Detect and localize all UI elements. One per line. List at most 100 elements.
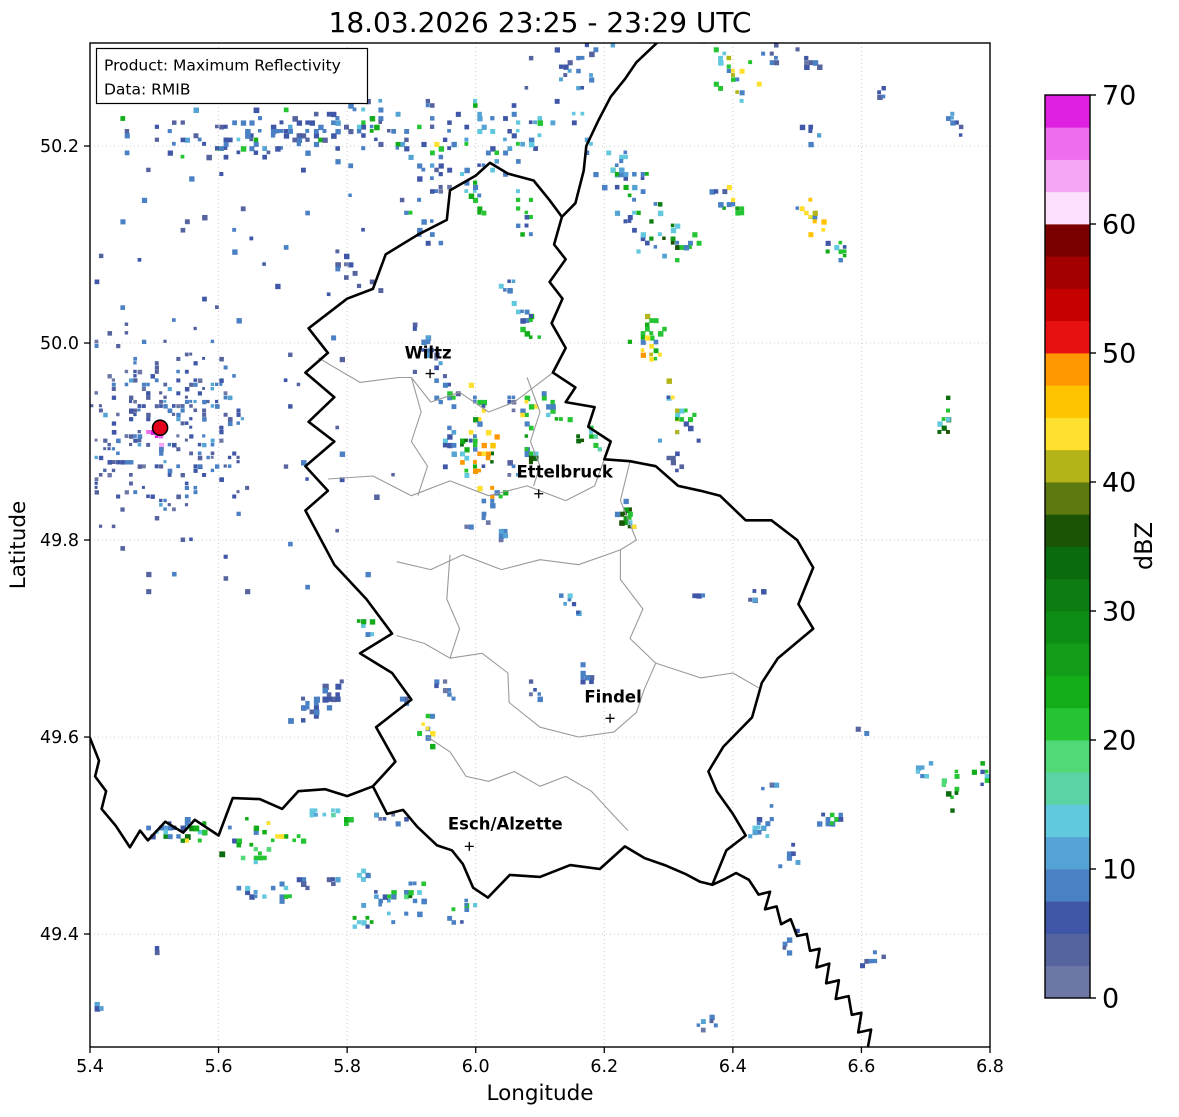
radar-echo-cell xyxy=(202,296,207,302)
radar-echo-cell xyxy=(361,920,367,926)
radar-echo-cell xyxy=(387,894,392,899)
radar-echo-cell xyxy=(524,331,531,337)
radar-echo-cell xyxy=(137,404,142,408)
radar-echo-cell xyxy=(184,494,189,499)
radar-echo-cell xyxy=(726,68,731,74)
radar-echo-cell xyxy=(485,451,492,457)
radar-echo-cell xyxy=(344,124,349,130)
radar-echo-cell xyxy=(627,219,632,223)
radar-echo-cell xyxy=(817,821,823,827)
radar-echo-cell xyxy=(206,455,210,460)
radar-echo-cell xyxy=(116,438,121,444)
radar-echo-cell xyxy=(223,395,228,400)
radar-echo-cell xyxy=(404,129,410,134)
radar-echo-cell xyxy=(731,197,736,202)
radar-echo-cell xyxy=(404,210,409,215)
radar-echo-cell xyxy=(739,210,745,216)
radar-echo-cell xyxy=(623,219,628,224)
colorbar-tick-label: 40 xyxy=(1102,468,1136,499)
radar-echo-cell xyxy=(283,133,290,139)
radar-echo-cell xyxy=(477,210,482,215)
radar-echo-cell xyxy=(124,382,129,387)
radar-echo-cell xyxy=(163,395,167,399)
radar-echo-cell xyxy=(279,898,285,904)
radar-echo-cell xyxy=(361,227,365,232)
radar-echo-cell xyxy=(524,412,529,417)
radar-echo-cell xyxy=(709,189,715,195)
radar-echo-cell xyxy=(154,516,160,521)
radar-echo-cell xyxy=(589,77,595,83)
radar-echo-cell xyxy=(184,817,191,823)
radar-echo-cell xyxy=(528,55,534,61)
radar-echo-cell xyxy=(322,683,329,690)
radar-echo-cell xyxy=(619,520,625,526)
radar-echo-cell xyxy=(825,249,830,254)
radar-echo-cell xyxy=(580,86,585,90)
radar-echo-cell xyxy=(438,154,444,160)
radar-echo-cell xyxy=(94,438,98,442)
radar-echo-cell xyxy=(786,950,793,956)
radar-echo-cell xyxy=(378,141,384,147)
radar-echo-cell xyxy=(799,124,806,131)
radar-echo-cell xyxy=(464,473,470,478)
radar-echo-cell xyxy=(189,352,193,356)
radar-echo-cell xyxy=(507,473,512,477)
radar-echo-cell xyxy=(477,485,483,492)
radar-echo-cell xyxy=(481,399,488,406)
radar-echo-cell xyxy=(872,958,878,964)
radar-echo-cell xyxy=(537,335,541,339)
radar-echo-cell xyxy=(438,361,443,366)
radar-echo-cell xyxy=(374,494,380,501)
radar-echo-cell xyxy=(305,584,310,590)
radar-echo-cell xyxy=(404,696,409,702)
radar-echo-cell xyxy=(950,120,956,126)
radar-echo-cell xyxy=(769,782,774,787)
y-tick-label: 49.6 xyxy=(40,728,79,748)
radar-echo-cell xyxy=(481,511,487,517)
radar-echo-cell xyxy=(150,430,156,435)
radar-echo-cell xyxy=(116,460,121,465)
radar-echo-cell xyxy=(950,111,955,116)
radar-echo-cell xyxy=(447,434,453,440)
radar-echo-cell xyxy=(137,258,142,262)
radar-echo-cell xyxy=(378,903,382,907)
radar-echo-cell xyxy=(632,172,637,177)
radar-echo-cell xyxy=(679,245,685,250)
radar-echo-cell xyxy=(520,326,526,333)
radar-echo-cell xyxy=(176,412,181,418)
radar-echo-cell xyxy=(202,141,207,146)
radar-echo-cell xyxy=(197,455,203,461)
radar-echo-cell xyxy=(580,111,585,116)
radar-echo-cell xyxy=(412,322,418,328)
radar-echo-cell xyxy=(163,399,167,403)
radar-echo-cell xyxy=(107,460,113,465)
radar-echo-cell xyxy=(236,838,242,844)
radar-echo-cell xyxy=(219,172,224,177)
radar-echo-cell xyxy=(503,533,509,539)
radar-echo-cell xyxy=(438,189,444,194)
radar-echo-cell xyxy=(288,124,293,130)
radar-echo-cell xyxy=(554,98,560,104)
radar-echo-cell xyxy=(666,378,672,384)
radar-echo-cell xyxy=(580,675,585,680)
radar-echo-cell xyxy=(146,417,151,422)
radar-echo-cell xyxy=(339,477,345,483)
radar-echo-cell xyxy=(645,172,649,176)
radar-echo-cell xyxy=(881,94,886,99)
radar-echo-cell xyxy=(541,391,547,396)
plot-title: 18.03.2026 23:25 - 23:29 UTC xyxy=(329,6,752,39)
radar-echo-cell xyxy=(283,894,289,899)
radar-echo-cell xyxy=(516,129,520,133)
radar-echo-cell xyxy=(184,421,189,425)
radar-echo-cell xyxy=(640,331,646,336)
radar-echo-cell xyxy=(808,124,814,130)
radar-echo-cell xyxy=(468,524,474,530)
radar-echo-cell xyxy=(516,197,521,203)
radar-echo-cell xyxy=(438,399,443,405)
radar-echo-cell xyxy=(313,709,320,716)
radar-echo-cell xyxy=(675,412,681,418)
radar-echo-cell xyxy=(172,318,176,322)
radar-echo-cell xyxy=(219,382,223,386)
radar-echo-cell xyxy=(219,146,225,151)
radar-echo-cell xyxy=(954,769,959,774)
